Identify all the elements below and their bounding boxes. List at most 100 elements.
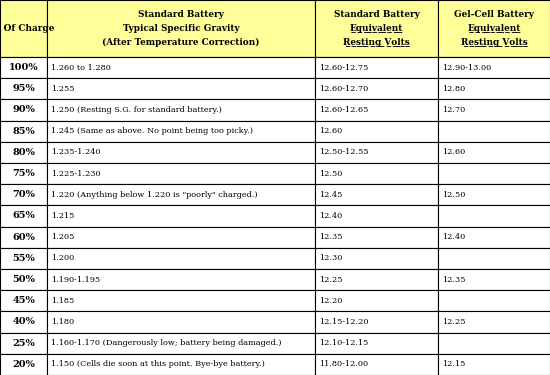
Text: 12.40: 12.40 [442, 233, 465, 241]
Text: 1.185: 1.185 [51, 297, 74, 305]
Bar [438, 248, 550, 269]
Bar [315, 269, 438, 290]
Text: 12.45: 12.45 [319, 191, 342, 199]
Bar [315, 142, 438, 163]
Text: Standard Battery: Standard Battery [138, 10, 224, 19]
Text: (After Temperature Correction): (After Temperature Correction) [102, 38, 260, 47]
Bar [0, 184, 47, 206]
Text: 85%: 85% [12, 127, 35, 136]
Bar [0, 99, 47, 121]
Bar [47, 248, 315, 269]
Bar [0, 142, 47, 163]
Bar [315, 226, 438, 248]
Bar [47, 163, 315, 184]
Text: 45%: 45% [12, 296, 35, 305]
Bar [0, 354, 47, 375]
Bar [438, 184, 550, 206]
Text: 1.235-1.240: 1.235-1.240 [51, 148, 101, 156]
Bar [315, 333, 438, 354]
Text: 12.60-12.70: 12.60-12.70 [319, 85, 369, 93]
Text: 1.255: 1.255 [51, 85, 75, 93]
Bar [0, 163, 47, 184]
Text: 12.50: 12.50 [442, 191, 465, 199]
Text: 12.15-12.20: 12.15-12.20 [319, 318, 369, 326]
Text: 12.60-12.75: 12.60-12.75 [319, 64, 369, 72]
Text: 12.10-12.15: 12.10-12.15 [319, 339, 369, 347]
Bar [47, 121, 315, 142]
Bar [0, 269, 47, 290]
Text: 1.245 (Same as above. No point being too picky.): 1.245 (Same as above. No point being too… [51, 127, 253, 135]
Text: 12.35: 12.35 [319, 233, 343, 241]
Bar [0, 290, 47, 311]
Bar [438, 163, 550, 184]
Text: 12.70: 12.70 [442, 106, 465, 114]
Bar [438, 206, 550, 226]
Text: 1.205: 1.205 [51, 233, 75, 241]
Text: 75%: 75% [12, 169, 35, 178]
Text: E̲q̲u̲i̲v̲a̲l̲e̲n̲t̲: E̲q̲u̲i̲v̲a̲l̲e̲n̲t̲ [468, 24, 521, 33]
Bar [0, 206, 47, 226]
Bar [0, 248, 47, 269]
Text: 70%: 70% [12, 190, 35, 199]
Bar [47, 99, 315, 121]
Bar [47, 269, 315, 290]
Text: 65%: 65% [12, 211, 35, 220]
Bar [0, 226, 47, 248]
Text: 12.50-12.55: 12.50-12.55 [319, 148, 369, 156]
Bar [315, 0, 438, 57]
Bar [47, 354, 315, 375]
Text: 1.150 (Cells die soon at this point. Bye-bye battery.): 1.150 (Cells die soon at this point. Bye… [51, 360, 265, 368]
Text: 12.40: 12.40 [319, 212, 342, 220]
Bar [315, 206, 438, 226]
Text: 60%: 60% [12, 233, 35, 242]
Bar [47, 206, 315, 226]
Text: 11.80-12.00: 11.80-12.00 [319, 360, 368, 368]
Bar [315, 57, 438, 78]
Text: 12.50: 12.50 [319, 170, 342, 178]
Text: 12.25: 12.25 [442, 318, 466, 326]
Bar [438, 354, 550, 375]
Bar [438, 226, 550, 248]
Text: 1.260 to 1.280: 1.260 to 1.280 [51, 64, 111, 72]
Text: 1.215: 1.215 [51, 212, 75, 220]
Text: Typical Specific Gravity: Typical Specific Gravity [123, 24, 240, 33]
Bar [0, 121, 47, 142]
Text: 100%: 100% [9, 63, 38, 72]
Text: 95%: 95% [12, 84, 35, 93]
Text: 12.35: 12.35 [442, 276, 466, 284]
Text: 25%: 25% [12, 339, 35, 348]
Text: 12.25: 12.25 [319, 276, 343, 284]
Bar [438, 142, 550, 163]
Text: 1.190-1.195: 1.190-1.195 [51, 276, 100, 284]
Text: 12.60: 12.60 [442, 148, 465, 156]
Text: R̲e̲s̲t̲i̲n̲g̲ ̲V̲o̲l̲t̲s̲: R̲e̲s̲t̲i̲n̲g̲ ̲V̲o̲l̲t̲s̲ [461, 38, 527, 47]
Bar [315, 248, 438, 269]
Text: 12.80: 12.80 [442, 85, 465, 93]
Bar [315, 290, 438, 311]
Bar [47, 290, 315, 311]
Bar [47, 142, 315, 163]
Bar [315, 99, 438, 121]
Text: 90%: 90% [12, 105, 35, 114]
Text: 1.225-1.230: 1.225-1.230 [51, 170, 101, 178]
Bar [438, 121, 550, 142]
Bar [438, 78, 550, 99]
Text: 80%: 80% [12, 148, 35, 157]
Bar [47, 311, 315, 333]
Bar [315, 78, 438, 99]
Text: 12.90-13.00: 12.90-13.00 [442, 64, 492, 72]
Bar [0, 78, 47, 99]
Text: % Of Charge: % Of Charge [0, 24, 55, 33]
Bar [438, 0, 550, 57]
Text: Standard Battery: Standard Battery [334, 10, 420, 19]
Text: 12.60-12.65: 12.60-12.65 [319, 106, 369, 114]
Bar [315, 354, 438, 375]
Bar [47, 226, 315, 248]
Bar [0, 333, 47, 354]
Text: 12.20: 12.20 [319, 297, 342, 305]
Bar [438, 269, 550, 290]
Text: 50%: 50% [12, 275, 35, 284]
Text: 1.160-1.170 (Dangerously low; battery being damaged.): 1.160-1.170 (Dangerously low; battery be… [51, 339, 282, 347]
Bar [47, 184, 315, 206]
Bar [0, 57, 47, 78]
